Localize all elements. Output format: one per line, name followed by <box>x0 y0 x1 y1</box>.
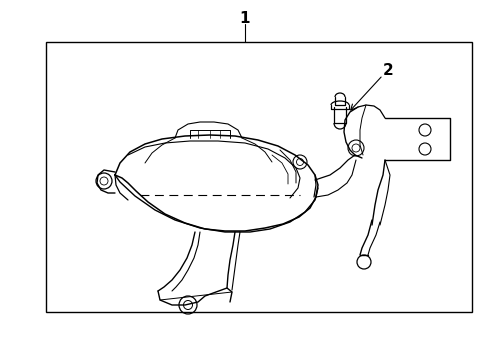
Text: 2: 2 <box>382 63 392 77</box>
Text: 1: 1 <box>239 10 250 26</box>
Bar <box>46 42 471 312</box>
